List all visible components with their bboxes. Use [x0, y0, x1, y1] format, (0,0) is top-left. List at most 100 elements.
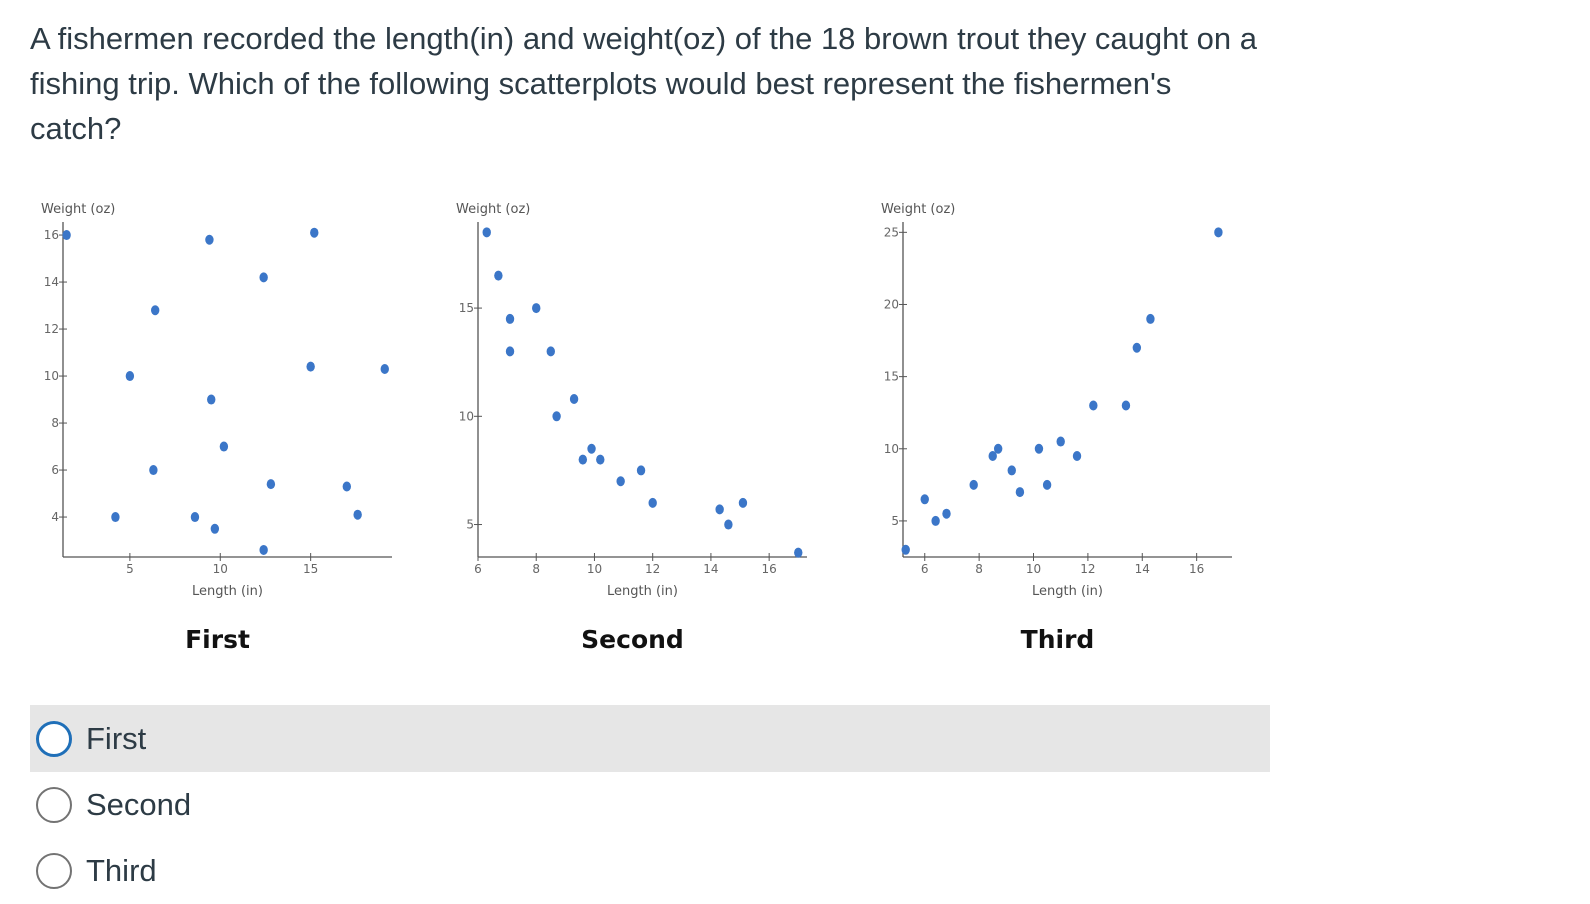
data-point — [310, 227, 319, 238]
radio-button-second[interactable] — [36, 787, 72, 823]
data-point — [636, 465, 646, 476]
plot-caption: Second — [581, 625, 684, 654]
data-point — [724, 519, 733, 530]
data-point — [505, 346, 515, 357]
data-point — [125, 371, 135, 382]
data-point — [942, 508, 951, 519]
x-tick-label: 15 — [303, 562, 318, 576]
data-point — [931, 515, 940, 526]
data-point — [62, 230, 71, 241]
x-tick-label: 16 — [762, 562, 777, 576]
y-tick-label: 10 — [459, 409, 474, 423]
data-point — [505, 313, 515, 324]
y-tick-label: 5 — [891, 514, 899, 528]
data-point — [1056, 436, 1065, 447]
data-point — [738, 497, 748, 508]
data-point — [150, 305, 160, 316]
data-point — [259, 272, 268, 283]
data-point — [210, 523, 220, 534]
data-point — [616, 476, 625, 487]
scatterplot-second-svg: Weight (oz) 5 10 15 6 8 10 12 14 16 Length (in) Sec… — [456, 202, 807, 654]
data-point — [205, 234, 214, 245]
data-point — [266, 479, 276, 490]
data-point — [207, 394, 216, 405]
scatterplot-third: Weight (oz) 5 10 15 20 25 6 8 10 12 14 16 Length (in… — [870, 190, 1250, 665]
answer-label-third: Third — [86, 853, 157, 888]
data-point — [1121, 400, 1131, 411]
y-tick-label: 15 — [459, 301, 474, 315]
y-tick-label: 25 — [884, 225, 899, 239]
data-point — [1007, 465, 1016, 476]
question-text: A fishermen recorded the length(in) and … — [30, 21, 1257, 146]
y-tick-label: 20 — [884, 297, 899, 311]
data-point — [1034, 443, 1044, 454]
data-point — [546, 346, 555, 357]
radio-button-third[interactable] — [36, 853, 72, 889]
data-point — [1072, 450, 1082, 461]
data-point — [1089, 400, 1098, 411]
answer-choices: First Second Third — [30, 705, 1270, 904]
x-tick-label: 16 — [1189, 562, 1204, 576]
y-axis-title: Weight (oz) — [881, 202, 955, 217]
scatterplot-second: Weight (oz) 5 10 15 6 8 10 12 14 16 Length (in) Sec… — [445, 190, 825, 665]
x-tick-label: 10 — [1026, 562, 1041, 576]
data-point — [190, 512, 200, 523]
answer-option-second[interactable]: Second — [30, 772, 1270, 838]
y-tick-label: 15 — [884, 370, 899, 384]
data-point — [794, 547, 803, 558]
answer-label-first: First — [86, 720, 147, 756]
x-tick-label: 12 — [1080, 562, 1095, 576]
y-tick-label: 4 — [51, 510, 59, 524]
data-point — [920, 494, 929, 505]
x-axis-title: Length (in) — [192, 584, 263, 599]
data-point — [587, 443, 596, 454]
radio-button-first[interactable] — [36, 720, 72, 757]
data-point — [993, 443, 1003, 454]
data-point — [1214, 227, 1223, 238]
answer-option-first[interactable]: First — [30, 705, 1270, 772]
x-tick-label: 8 — [975, 562, 983, 576]
answer-option-third[interactable]: Third — [30, 838, 1270, 904]
data-point — [578, 454, 588, 465]
x-tick-label: 12 — [645, 562, 660, 576]
plot-caption: Third — [1021, 625, 1095, 654]
y-tick-label: 8 — [51, 416, 59, 430]
y-tick-label: 12 — [44, 322, 59, 336]
data-point — [901, 544, 910, 555]
data-point — [596, 454, 605, 465]
y-tick-label: 10 — [44, 369, 59, 383]
x-tick-label: 10 — [587, 562, 602, 576]
scatterplot-first-svg: Weight (oz) 4 6 8 10 12 14 16 5 10 15 Length (in) Fi… — [41, 202, 392, 654]
data-point — [1146, 313, 1155, 324]
x-tick-label: 6 — [474, 562, 482, 576]
scatterplot-first: Weight (oz) 4 6 8 10 12 14 16 5 10 15 Length (in) Fi… — [30, 190, 410, 665]
scatterplot-third-svg: Weight (oz) 5 10 15 20 25 6 8 10 12 14 16 Length (in… — [881, 202, 1232, 654]
y-tick-label: 6 — [51, 463, 59, 477]
x-tick-label: 14 — [703, 562, 718, 576]
x-axis-title: Length (in) — [1032, 584, 1103, 599]
y-tick-label: 16 — [44, 228, 59, 242]
data-point — [306, 361, 315, 372]
y-tick-label: 14 — [44, 275, 59, 289]
x-axis-title: Length (in) — [607, 584, 678, 599]
y-axis-title: Weight (oz) — [41, 202, 115, 217]
x-tick-label: 10 — [213, 562, 228, 576]
data-point — [149, 465, 158, 476]
x-tick-label: 6 — [921, 562, 929, 576]
data-point — [482, 227, 491, 238]
x-tick-label: 8 — [532, 562, 540, 576]
data-point — [532, 303, 541, 314]
data-point — [219, 441, 229, 452]
x-tick-label: 14 — [1135, 562, 1150, 576]
data-point — [969, 479, 978, 490]
y-axis-title: Weight (oz) — [456, 202, 530, 217]
data-point — [111, 512, 120, 523]
data-point — [715, 504, 724, 515]
data-point — [1132, 342, 1142, 353]
plot-caption: First — [185, 625, 250, 654]
data-point — [494, 270, 503, 281]
x-tick-label: 5 — [126, 562, 134, 576]
data-point — [569, 393, 579, 404]
answer-label-second: Second — [86, 787, 192, 822]
data-point — [552, 411, 561, 422]
